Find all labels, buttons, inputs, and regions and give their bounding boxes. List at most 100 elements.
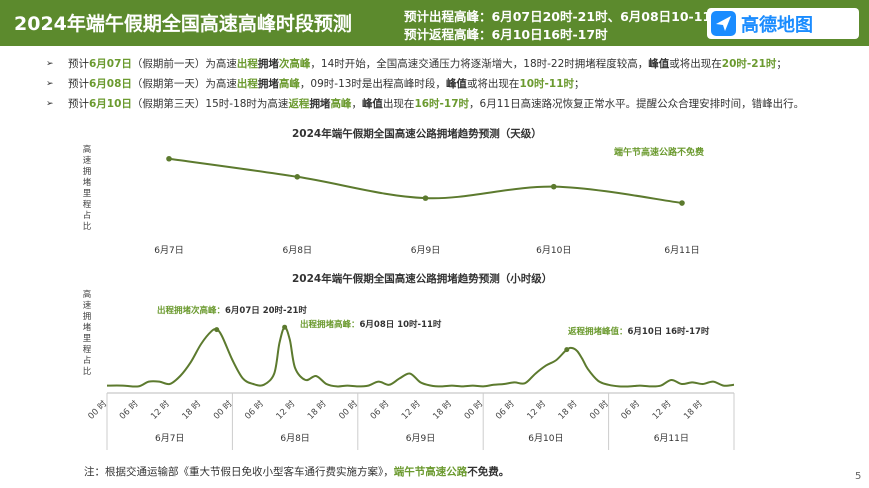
hourly-day-label: 6月10日 — [528, 433, 563, 444]
hourly-x-tick-label: 18 时 — [180, 398, 204, 422]
hourly-chart-title: 2024年端午假期全国高速公路拥堵趋势预测（小时级） — [292, 273, 553, 285]
hourly-x-tick-label: 18 时 — [305, 398, 329, 422]
hourly-peak-point — [564, 347, 570, 353]
bullet-peak-word: 峰值 — [361, 98, 383, 110]
bullet-peak-time: 20时-21时 — [721, 58, 777, 70]
daily-x-tick-label: 6月11日 — [664, 245, 699, 256]
hourly-chart-ylabel: 高速拥堵里程占比 — [82, 290, 92, 377]
daily-x-tick-label: 6月9日 — [411, 245, 440, 256]
arrow-icon: ➢ — [46, 59, 54, 69]
hourly-x-tick-label: 06 时 — [243, 398, 267, 422]
daily-data-point — [679, 200, 685, 206]
hourly-x-tick-label: 12 时 — [399, 398, 423, 422]
hourly-peak-annotation: 出程拥堵次高峰：6月07日 20时-21时 — [157, 305, 307, 316]
daily-x-tick-label: 6月8日 — [283, 245, 312, 256]
daily-chart-annotation: 端午节高速公路不免费 — [614, 146, 704, 158]
daily-data-point — [550, 183, 557, 190]
bullet-text: 出现在 — [382, 98, 415, 110]
bullet-date: 6月10日 — [89, 98, 132, 110]
bullet-text: ； — [574, 78, 585, 90]
bullet-item-jun08: ➢ 预计6月08日（假期第一天）为高速出程拥堵高峰，09时-13时是出程高峰时段… — [46, 74, 804, 94]
hourly-x-tick-label: 00 时 — [462, 398, 486, 422]
daily-x-tick-label: 6月10日 — [536, 245, 571, 256]
hourly-x-tick-label: 06 时 — [619, 398, 643, 422]
hourly-x-tick-label: 12 时 — [148, 398, 172, 422]
daily-chart-ylabel: 高速拥堵里程占比 — [82, 145, 92, 232]
bullet-text: ，09时-13时是出程高峰时段， — [299, 78, 446, 90]
hourly-peak-annotation: 返程拥堵峰值：6月10日 16时-17时 — [568, 326, 710, 337]
hourly-x-tick-label: 18 时 — [431, 398, 455, 422]
hourly-peak-annotation: 出程拥堵高峰：6月08日 10时-11时 — [300, 319, 442, 330]
bullet-peak-type: 高峰 — [278, 78, 300, 90]
hourly-x-tick-label: 06 时 — [493, 398, 517, 422]
bullet-date: 6月07日 — [89, 58, 132, 70]
hourly-x-tick-label: 06 时 — [368, 398, 392, 422]
daily-data-point — [166, 155, 172, 162]
bullet-text: 或将出现在 — [466, 78, 520, 90]
bullet-item-jun07: ➢ 预计6月07日（假期前一天）为高速出程拥堵次高峰，14时开始，全国高速交通压… — [46, 54, 804, 74]
bullet-peak-type: 次高峰 — [278, 58, 311, 70]
hourly-day-label: 6月11日 — [654, 433, 689, 444]
bullet-peak-type: 高峰 — [330, 98, 352, 110]
bullet-text: 预计 — [68, 98, 89, 110]
footnote-prefix: 注：根据交通运输部《重大节假日免收小型客车通行费实施方案》， — [84, 466, 394, 478]
hourly-x-tick-label: 12 时 — [274, 398, 298, 422]
logo-text: 高德地图 — [741, 15, 813, 36]
hourly-peak-point — [214, 327, 220, 333]
hourly-trend-line — [106, 326, 735, 388]
daily-x-tick-label: 6月7日 — [154, 245, 183, 256]
bullet-congestion: 拥堵 — [257, 78, 279, 90]
page-number: 5 — [855, 471, 862, 482]
daily-data-point — [294, 174, 301, 180]
hourly-x-tick-label: 00 时 — [211, 398, 235, 422]
arrow-icon: ➢ — [46, 79, 54, 89]
page-title: 2024年端午假期全国高速高峰时段预测 — [14, 13, 352, 35]
bullet-date: 6月08日 — [89, 78, 132, 90]
bullet-text: 或将出现在 — [669, 58, 722, 70]
bullet-text: ，6月11日高速路况恢复正常水平。提醒公众合理安排时间，错峰出行。 — [469, 98, 805, 110]
footnote-highlight: 端午节高速公路 — [393, 466, 468, 478]
outbound-peak-text: 预计出程高峰：6月07日20时-21时、6月08日10-11时 — [404, 9, 724, 24]
footnote-suffix: 不免费。 — [467, 466, 510, 478]
hourly-day-label: 6月8日 — [280, 433, 309, 444]
daily-chart-title: 2024年端午假期全国高速公路拥堵趋势预测（天级） — [292, 128, 542, 140]
hourly-x-tick-label: 18 时 — [681, 398, 705, 422]
hourly-x-tick-label: 00 时 — [86, 398, 110, 422]
bullet-congestion: 拥堵 — [309, 98, 331, 110]
amap-logo: 高德地图 — [707, 8, 859, 39]
header-bar: 2024年端午假期全国高速高峰时段预测 预计出程高峰：6月07日20时-21时、… — [0, 0, 869, 46]
hourly-peak-point — [282, 324, 288, 330]
bullet-congestion: 拥堵 — [257, 58, 279, 70]
daily-data-point — [422, 195, 429, 201]
hourly-day-label: 6月7日 — [155, 433, 184, 444]
hourly-x-tick-label: 00 时 — [587, 398, 611, 422]
bullet-text: （假期第三天）15时-18时为高速 — [131, 98, 289, 110]
hourly-x-tick-label: 12 时 — [525, 398, 549, 422]
footnote: 注：根据交通运输部《重大节假日免收小型客车通行费实施方案》，端午节高速公路不免费… — [84, 464, 509, 479]
bullet-text: （假期前一天）为高速 — [131, 58, 237, 70]
hourly-x-tick-label: 00 时 — [337, 398, 361, 422]
hourly-day-label: 6月9日 — [406, 433, 435, 444]
paper-plane-icon — [711, 11, 736, 36]
forecast-bullets: ➢ 预计6月07日（假期前一天）为高速出程拥堵次高峰，14时开始，全国高速交通压… — [46, 54, 804, 114]
arrow-icon: ➢ — [46, 99, 54, 109]
bullet-text: ， — [351, 98, 362, 110]
bullet-item-jun10: ➢ 预计6月10日（假期第三天）15时-18时为高速返程拥堵高峰，峰值出现在16… — [46, 94, 804, 114]
bullet-text: ； — [776, 58, 787, 70]
hourly-x-tick-label: 18 时 — [556, 398, 580, 422]
bullet-peak-word: 峰值 — [648, 58, 670, 70]
bullet-text: ，14时开始，全国高速交通压力将逐渐增大，18时-22时拥堵程度较高， — [310, 58, 649, 70]
bullet-text: 预计 — [68, 58, 89, 70]
bullet-text: （假期第一天）为高速 — [131, 78, 237, 90]
bullet-text: 预计 — [68, 78, 89, 90]
bullet-peak-time: 16时-17时 — [414, 98, 470, 110]
bullet-peak-time: 10时-11时 — [519, 78, 575, 90]
bullet-peak-word: 峰值 — [445, 78, 467, 90]
hourly-x-tick-label: 06 时 — [117, 398, 141, 422]
hourly-x-tick-label: 12 时 — [650, 398, 674, 422]
bullet-direction: 出程 — [236, 78, 258, 90]
return-peak-text: 预计返程高峰：6月10日16时-17时 — [404, 27, 608, 42]
bullet-direction: 返程 — [288, 98, 310, 110]
bullet-direction: 出程 — [236, 58, 258, 70]
